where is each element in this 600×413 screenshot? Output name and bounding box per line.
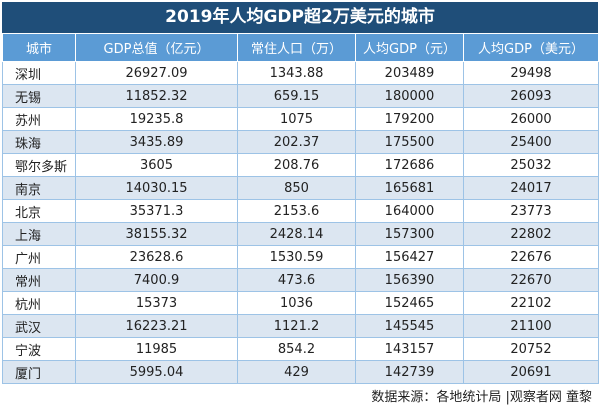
value-cell: 7400.9 bbox=[75, 268, 238, 292]
value-cell: 24017 bbox=[463, 176, 599, 200]
table-row: 广州 23628.6 1530.59 156427 22676 bbox=[2, 245, 599, 269]
city-cell: 鄂尔多斯 bbox=[2, 153, 76, 177]
value-cell: 165681 bbox=[355, 176, 464, 200]
value-cell: 23628.6 bbox=[75, 245, 238, 269]
table-body: 深圳 26927.09 1343.88 203489 29498 无锡 11852.32 65… bbox=[2, 61, 599, 384]
column-header: GDP总值（亿元） bbox=[75, 33, 238, 62]
value-cell: 164000 bbox=[355, 199, 464, 223]
column-header: 常住人口（万） bbox=[237, 33, 356, 62]
source-note: 数据来源：各地统计局 |观察者网 童黎 bbox=[371, 390, 592, 405]
value-cell: 172686 bbox=[355, 153, 464, 177]
value-cell: 22676 bbox=[463, 245, 599, 269]
value-cell: 5995.04 bbox=[75, 360, 238, 384]
value-cell: 143157 bbox=[355, 337, 464, 361]
value-cell: 26093 bbox=[463, 84, 599, 108]
value-cell: 202.37 bbox=[237, 130, 356, 154]
table-row: 上海 38155.32 2428.14 157300 22802 bbox=[2, 222, 599, 246]
value-cell: 25032 bbox=[463, 153, 599, 177]
value-cell: 1343.88 bbox=[237, 61, 356, 85]
table-row: 南京 14030.15 850 165681 24017 bbox=[2, 176, 599, 200]
value-cell: 20691 bbox=[463, 360, 599, 384]
value-cell: 22102 bbox=[463, 291, 599, 315]
value-cell: 26000 bbox=[463, 107, 599, 131]
value-cell: 1075 bbox=[237, 107, 356, 131]
table: 城市 GDP总值（亿元） 常住人口（万） 人均GDP（元） 人均GDP（美元） 深圳 26… bbox=[2, 33, 599, 384]
city-cell: 珠海 bbox=[2, 130, 76, 154]
value-cell: 22802 bbox=[463, 222, 599, 246]
table-row: 无锡 11852.32 659.15 180000 26093 bbox=[2, 84, 599, 108]
value-cell: 3435.89 bbox=[75, 130, 238, 154]
value-cell: 11985 bbox=[75, 337, 238, 361]
value-cell: 25400 bbox=[463, 130, 599, 154]
value-cell: 35371.3 bbox=[75, 199, 238, 223]
value-cell: 180000 bbox=[355, 84, 464, 108]
city-cell: 宁波 bbox=[2, 337, 76, 361]
table-row: 厦门 5995.04 429 142739 20691 bbox=[2, 360, 599, 384]
table-row: 杭州 15373 1036 152465 22102 bbox=[2, 291, 599, 315]
value-cell: 3605 bbox=[75, 153, 238, 177]
value-cell: 14030.15 bbox=[75, 176, 238, 200]
value-cell: 473.6 bbox=[237, 268, 356, 292]
value-cell: 429 bbox=[237, 360, 356, 384]
city-cell: 无锡 bbox=[2, 84, 76, 108]
table-row: 宁波 11985 854.2 143157 20752 bbox=[2, 337, 599, 361]
city-cell: 常州 bbox=[2, 268, 76, 292]
value-cell: 157300 bbox=[355, 222, 464, 246]
value-cell: 2153.6 bbox=[237, 199, 356, 223]
table-row: 鄂尔多斯 3605 208.76 172686 25032 bbox=[2, 153, 599, 177]
table-row: 珠海 3435.89 202.37 175500 25400 bbox=[2, 130, 599, 154]
header-row: 城市 GDP总值（亿元） 常住人口（万） 人均GDP（元） 人均GDP（美元） bbox=[2, 33, 599, 62]
value-cell: 15373 bbox=[75, 291, 238, 315]
value-cell: 203489 bbox=[355, 61, 464, 85]
value-cell: 1530.59 bbox=[237, 245, 356, 269]
value-cell: 156390 bbox=[355, 268, 464, 292]
column-header: 人均GDP（元） bbox=[355, 33, 464, 62]
value-cell: 1036 bbox=[237, 291, 356, 315]
value-cell: 21100 bbox=[463, 314, 599, 338]
value-cell: 179200 bbox=[355, 107, 464, 131]
value-cell: 38155.32 bbox=[75, 222, 238, 246]
value-cell: 659.15 bbox=[237, 84, 356, 108]
value-cell: 26927.09 bbox=[75, 61, 238, 85]
city-cell: 深圳 bbox=[2, 61, 76, 85]
value-cell: 142739 bbox=[355, 360, 464, 384]
city-cell: 北京 bbox=[2, 199, 76, 223]
value-cell: 1121.2 bbox=[237, 314, 356, 338]
value-cell: 19235.8 bbox=[75, 107, 238, 131]
value-cell: 11852.32 bbox=[75, 84, 238, 108]
table-row: 常州 7400.9 473.6 156390 22670 bbox=[2, 268, 599, 292]
value-cell: 22670 bbox=[463, 268, 599, 292]
table-row: 深圳 26927.09 1343.88 203489 29498 bbox=[2, 61, 599, 85]
city-cell: 上海 bbox=[2, 222, 76, 246]
table-row: 苏州 19235.8 1075 179200 26000 bbox=[2, 107, 599, 131]
table-row: 武汉 16223.21 1121.2 145545 21100 bbox=[2, 314, 599, 338]
value-cell: 208.76 bbox=[237, 153, 356, 177]
value-cell: 16223.21 bbox=[75, 314, 238, 338]
column-header: 城市 bbox=[2, 33, 76, 62]
value-cell: 145545 bbox=[355, 314, 464, 338]
value-cell: 23773 bbox=[463, 199, 599, 223]
city-cell: 武汉 bbox=[2, 314, 76, 338]
value-cell: 29498 bbox=[463, 61, 599, 85]
value-cell: 850 bbox=[237, 176, 356, 200]
value-cell: 152465 bbox=[355, 291, 464, 315]
value-cell: 2428.14 bbox=[237, 222, 356, 246]
value-cell: 156427 bbox=[355, 245, 464, 269]
city-cell: 广州 bbox=[2, 245, 76, 269]
table-row: 北京 35371.3 2153.6 164000 23773 bbox=[2, 199, 599, 223]
city-cell: 厦门 bbox=[2, 360, 76, 384]
city-cell: 杭州 bbox=[2, 291, 76, 315]
value-cell: 20752 bbox=[463, 337, 599, 361]
value-cell: 175500 bbox=[355, 130, 464, 154]
title: 2019年人均GDP超2万美元的城市 bbox=[2, 2, 598, 33]
city-cell: 苏州 bbox=[2, 107, 76, 131]
city-cell: 南京 bbox=[2, 176, 76, 200]
value-cell: 854.2 bbox=[237, 337, 356, 361]
column-header: 人均GDP（美元） bbox=[463, 33, 599, 62]
